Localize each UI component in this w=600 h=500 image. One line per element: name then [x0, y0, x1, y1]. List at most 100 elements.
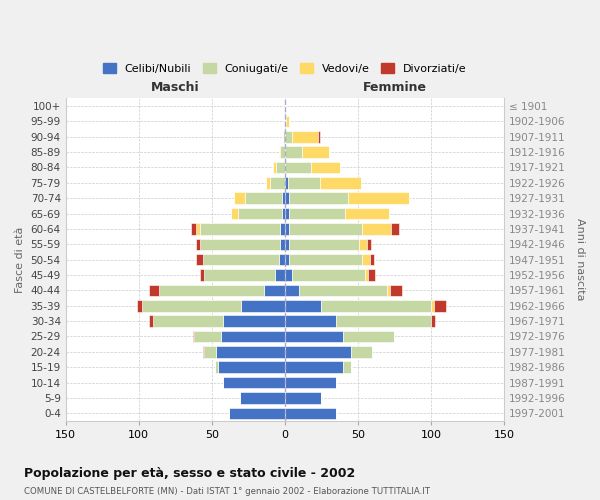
Bar	[431, 316, 435, 327]
Bar	[359, 238, 367, 250]
Bar	[285, 362, 343, 373]
Bar	[302, 146, 329, 158]
Bar	[370, 254, 374, 266]
Bar	[265, 284, 285, 296]
Bar	[387, 284, 390, 296]
Bar	[390, 284, 401, 296]
Bar	[142, 300, 241, 312]
Bar	[200, 223, 280, 234]
Bar	[241, 300, 285, 312]
Bar	[239, 392, 285, 404]
Bar	[289, 254, 362, 266]
Bar	[223, 377, 285, 388]
Bar	[279, 146, 280, 158]
Bar	[203, 254, 279, 266]
Legend: Celibi/Nubili, Coniugati/e, Vedovi/e, Divorziati/e: Celibi/Nubili, Coniugati/e, Vedovi/e, Di…	[98, 58, 472, 78]
Bar	[285, 284, 299, 296]
Bar	[282, 208, 285, 220]
Bar	[285, 162, 311, 173]
Bar	[280, 146, 285, 158]
Bar	[283, 131, 285, 142]
Bar	[203, 346, 205, 358]
Bar	[288, 177, 320, 188]
Bar	[233, 192, 245, 204]
Bar	[285, 223, 289, 234]
Bar	[365, 270, 368, 281]
Bar	[229, 408, 285, 419]
Bar	[285, 254, 289, 266]
Bar	[285, 392, 322, 404]
Bar	[273, 162, 276, 173]
Bar	[191, 223, 196, 234]
Text: Popolazione per età, sesso e stato civile - 2002: Popolazione per età, sesso e stato civil…	[24, 468, 355, 480]
Bar	[194, 330, 221, 342]
Y-axis label: Fasce di età: Fasce di età	[15, 226, 25, 293]
Bar	[343, 330, 394, 342]
Bar	[292, 131, 319, 142]
Bar	[200, 238, 280, 250]
Bar	[289, 208, 345, 220]
Bar	[345, 208, 389, 220]
Bar	[347, 192, 409, 204]
Bar	[221, 330, 285, 342]
Bar	[149, 284, 159, 296]
Bar	[299, 284, 387, 296]
Bar	[200, 270, 205, 281]
Y-axis label: Anni di nascita: Anni di nascita	[575, 218, 585, 301]
Bar	[285, 316, 336, 327]
Bar	[285, 131, 292, 142]
Bar	[289, 223, 362, 234]
Bar	[434, 300, 446, 312]
Bar	[193, 330, 194, 342]
Text: Femmine: Femmine	[362, 80, 427, 94]
Bar	[149, 316, 154, 327]
Bar	[280, 223, 285, 234]
Bar	[279, 254, 285, 266]
Bar	[285, 346, 350, 358]
Bar	[285, 377, 336, 388]
Bar	[205, 270, 275, 281]
Bar	[350, 346, 373, 358]
Bar	[285, 177, 288, 188]
Text: Maschi: Maschi	[151, 80, 200, 94]
Bar	[223, 316, 285, 327]
Bar	[431, 300, 434, 312]
Bar	[285, 238, 289, 250]
Bar	[280, 238, 285, 250]
Bar	[285, 300, 322, 312]
Bar	[266, 177, 270, 188]
Bar	[285, 192, 289, 204]
Bar	[286, 116, 289, 127]
Bar	[282, 192, 285, 204]
Bar	[154, 316, 223, 327]
Bar	[336, 316, 431, 327]
Bar	[362, 223, 391, 234]
Bar	[319, 131, 320, 142]
Bar	[320, 177, 361, 188]
Bar	[362, 254, 370, 266]
Bar	[368, 270, 376, 281]
Bar	[289, 238, 359, 250]
Bar	[196, 223, 200, 234]
Bar	[289, 192, 347, 204]
Bar	[245, 192, 282, 204]
Bar	[276, 162, 285, 173]
Bar	[238, 208, 282, 220]
Bar	[159, 284, 265, 296]
Bar	[285, 208, 289, 220]
Bar	[216, 346, 285, 358]
Bar	[231, 208, 238, 220]
Bar	[285, 116, 286, 127]
Text: COMUNE DI CASTELBELFORTE (MN) - Dati ISTAT 1° gennaio 2002 - Elaborazione TUTTIT: COMUNE DI CASTELBELFORTE (MN) - Dati IST…	[24, 488, 430, 496]
Bar	[285, 146, 302, 158]
Bar	[285, 408, 336, 419]
Bar	[311, 162, 340, 173]
Bar	[275, 270, 285, 281]
Bar	[270, 177, 285, 188]
Bar	[215, 362, 218, 373]
Bar	[205, 346, 216, 358]
Bar	[292, 270, 365, 281]
Bar	[322, 300, 431, 312]
Bar	[285, 330, 343, 342]
Bar	[391, 223, 399, 234]
